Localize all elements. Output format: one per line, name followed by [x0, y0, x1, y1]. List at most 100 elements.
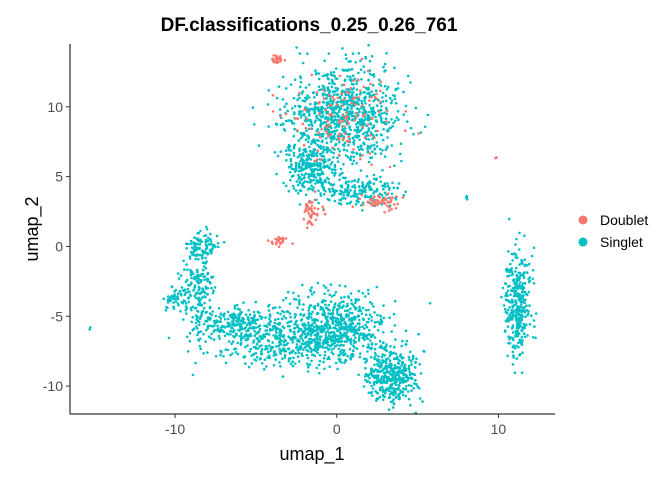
point-singlet [403, 379, 407, 382]
point-singlet [336, 317, 340, 321]
point-doublet [360, 193, 364, 197]
point-singlet [421, 400, 424, 403]
point-doublet [368, 99, 371, 102]
point-doublet [281, 239, 285, 243]
point-singlet [213, 286, 217, 289]
point-singlet [375, 141, 379, 144]
point-singlet [198, 253, 202, 257]
point-singlet [319, 338, 322, 342]
point-singlet [515, 357, 519, 360]
point-singlet [518, 353, 522, 356]
point-singlet [325, 103, 329, 106]
point-singlet [362, 385, 366, 388]
point-singlet [222, 241, 226, 244]
y-tick-label: 5 [55, 169, 63, 185]
point-singlet [238, 324, 242, 327]
point-singlet [334, 67, 338, 70]
point-singlet [383, 84, 387, 88]
point-doublet [388, 196, 392, 199]
point-singlet [271, 341, 274, 344]
point-singlet [330, 78, 334, 82]
point-singlet [373, 356, 376, 359]
point-singlet [276, 336, 279, 339]
point-singlet [235, 333, 238, 337]
point-singlet [315, 312, 319, 316]
point-singlet [412, 386, 416, 390]
point-doublet [495, 156, 498, 159]
point-singlet [401, 393, 405, 397]
point-singlet [358, 326, 361, 329]
point-doublet [362, 85, 366, 89]
point-singlet [307, 187, 311, 190]
point-doublet [369, 133, 373, 137]
point-doublet [309, 216, 313, 220]
point-singlet [389, 366, 393, 370]
point-singlet [351, 330, 355, 333]
point-singlet [370, 73, 374, 77]
point-singlet [364, 372, 368, 376]
point-singlet [182, 318, 185, 321]
point-singlet [195, 327, 199, 330]
point-singlet [338, 106, 342, 110]
point-singlet [366, 134, 370, 137]
point-singlet [340, 133, 344, 136]
point-singlet [517, 341, 520, 345]
point-singlet [314, 341, 317, 344]
point-singlet [311, 310, 314, 314]
point-singlet [326, 117, 329, 120]
point-doublet [353, 96, 356, 99]
point-singlet [386, 136, 389, 139]
point-doublet [317, 131, 321, 134]
point-singlet [196, 242, 199, 246]
point-singlet [313, 101, 317, 104]
legend-key-singlet [578, 237, 588, 247]
point-singlet [375, 120, 379, 124]
point-singlet [348, 95, 351, 99]
point-doublet [326, 119, 329, 123]
point-singlet [410, 389, 413, 392]
point-singlet [519, 303, 523, 306]
point-singlet [336, 334, 340, 338]
point-singlet [388, 96, 392, 100]
point-singlet [183, 268, 186, 271]
point-singlet [375, 358, 379, 361]
point-singlet [510, 308, 513, 312]
point-doublet [303, 210, 307, 213]
point-doublet [305, 118, 309, 121]
point-singlet [282, 298, 285, 302]
point-singlet [202, 352, 205, 355]
point-singlet [506, 354, 509, 358]
point-doublet [275, 61, 279, 64]
point-singlet [370, 315, 374, 319]
point-singlet [350, 298, 353, 302]
point-singlet [330, 194, 334, 197]
point-singlet [315, 93, 319, 96]
point-singlet [330, 168, 334, 171]
point-singlet [190, 320, 193, 324]
point-singlet [186, 287, 190, 291]
point-singlet [301, 154, 304, 158]
point-singlet [260, 347, 264, 351]
point-singlet [195, 318, 198, 321]
point-singlet [379, 133, 383, 136]
point-singlet [371, 333, 375, 337]
point-singlet [310, 187, 313, 191]
point-singlet [370, 373, 374, 376]
point-singlet [265, 365, 268, 368]
point-singlet [374, 129, 378, 133]
point-doublet [360, 57, 364, 61]
legend-label-singlet: Singlet [600, 234, 643, 250]
point-singlet [508, 271, 511, 274]
point-singlet [364, 55, 367, 59]
point-doublet [323, 212, 327, 216]
point-doublet [355, 115, 358, 118]
point-singlet [368, 93, 372, 96]
point-singlet [326, 337, 330, 341]
point-singlet [392, 351, 396, 355]
point-singlet [198, 317, 202, 321]
point-doublet [375, 97, 379, 101]
point-singlet [295, 343, 299, 346]
point-singlet [292, 122, 296, 125]
point-singlet [234, 351, 238, 354]
point-singlet [353, 193, 357, 196]
